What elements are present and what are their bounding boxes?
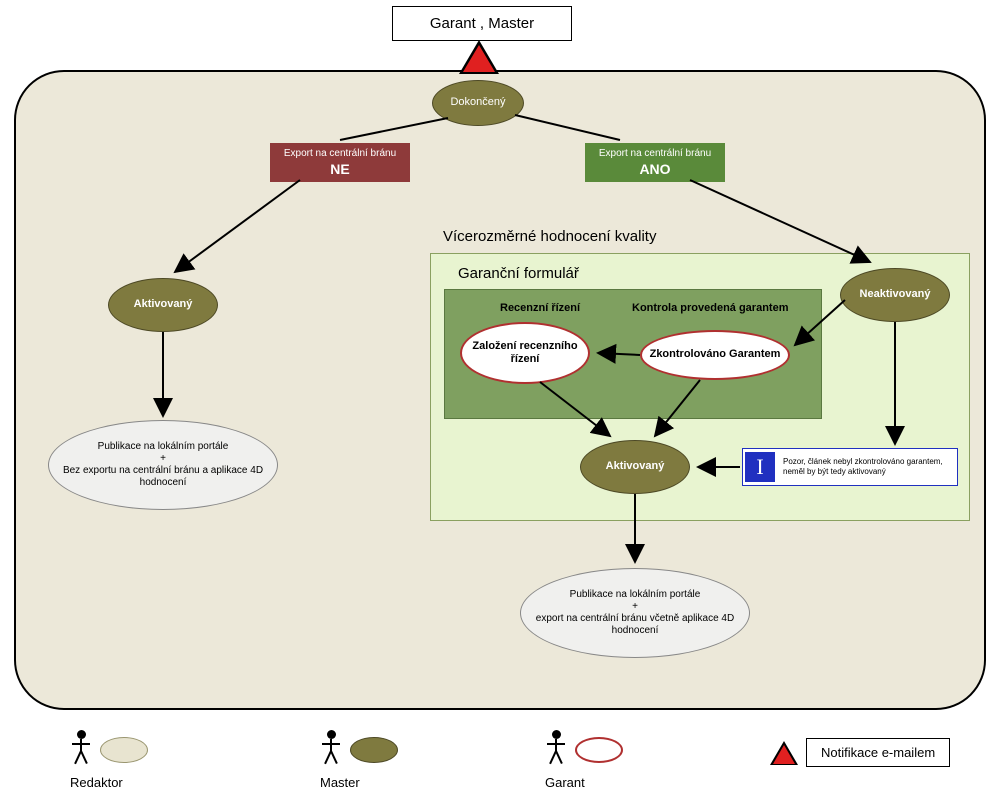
badge-ano-top: Export na centrální bránu (599, 148, 711, 159)
quality-panel-title: Vícerozměrné hodnocení kvality (443, 228, 656, 245)
node-publication-right: Publikace na lokálním portále + export n… (520, 568, 750, 658)
badge-ano-main: ANO (591, 160, 719, 178)
header-roles-label: Garant , Master (430, 15, 534, 32)
node-dokonceny: Dokončený (432, 80, 524, 126)
pub-left-text: Publikace na lokálním portále + Bez expo… (53, 441, 273, 489)
node-aktivovany-left-label: Aktivovaný (134, 298, 193, 311)
node-aktivovany-center-label: Aktivovaný (606, 460, 665, 473)
legend-redaktor-label: Redaktor (70, 775, 123, 790)
badge-export-ano: Export na centrální bránu ANO (585, 143, 725, 182)
node-zalozeni-label: Založení recenzního řízení (466, 340, 584, 366)
stick-figure-icon (320, 730, 342, 770)
form-panel-title: Garanční formulář (458, 265, 579, 282)
info-box: I Pozor, článek nebyl zkontrolováno gara… (742, 448, 958, 486)
stick-figure-icon (70, 730, 92, 770)
node-publication-left: Publikace na lokálním portále + Bez expo… (48, 420, 278, 510)
stick-figure-icon (545, 730, 567, 770)
node-dokonceny-label: Dokončený (450, 96, 505, 109)
legend-notif-label: Notifikace e-mailem (821, 745, 935, 760)
legend-notification: Notifikace e-mailem (770, 738, 950, 767)
node-aktivovany-left: Aktivovaný (108, 278, 218, 332)
node-zalozeni: Založení recenzního řízení (460, 322, 590, 384)
legend-redaktor-ellipse (100, 737, 148, 763)
triangle-icon (770, 741, 798, 765)
badge-export-ne: Export na centrální bránu NE (270, 143, 410, 182)
label-kontrola: Kontrola provedená garantem (632, 302, 788, 314)
label-recenzni: Recenzní řízení (500, 302, 580, 314)
legend-master (320, 730, 398, 770)
node-neaktivovany: Neaktivovaný (840, 268, 950, 322)
legend-notif-box: Notifikace e-mailem (806, 738, 950, 767)
node-neaktivovany-label: Neaktivovaný (860, 288, 931, 301)
pub-right-text: Publikace na lokálním portále + export n… (525, 589, 745, 637)
node-zkontrolovano: Zkontrolováno Garantem (640, 330, 790, 380)
node-zkontrolovano-label: Zkontrolováno Garantem (650, 348, 781, 361)
legend-garant (545, 730, 623, 770)
badge-ne-top: Export na centrální bránu (284, 148, 396, 159)
info-icon: I (745, 452, 775, 482)
info-text: Pozor, článek nebyl zkontrolováno garant… (777, 457, 957, 476)
legend-garant-label: Garant (545, 775, 585, 790)
notify-triangle-top (459, 40, 499, 74)
legend-master-ellipse (350, 737, 398, 763)
legend-redaktor (70, 730, 148, 770)
header-roles-box: Garant , Master (392, 6, 572, 41)
diagram-canvas: Garant , Master Dokončený Export na cent… (0, 0, 1000, 799)
legend-master-label: Master (320, 775, 360, 790)
node-aktivovany-center: Aktivovaný (580, 440, 690, 494)
legend-garant-ellipse (575, 737, 623, 763)
badge-ne-main: NE (276, 160, 404, 178)
